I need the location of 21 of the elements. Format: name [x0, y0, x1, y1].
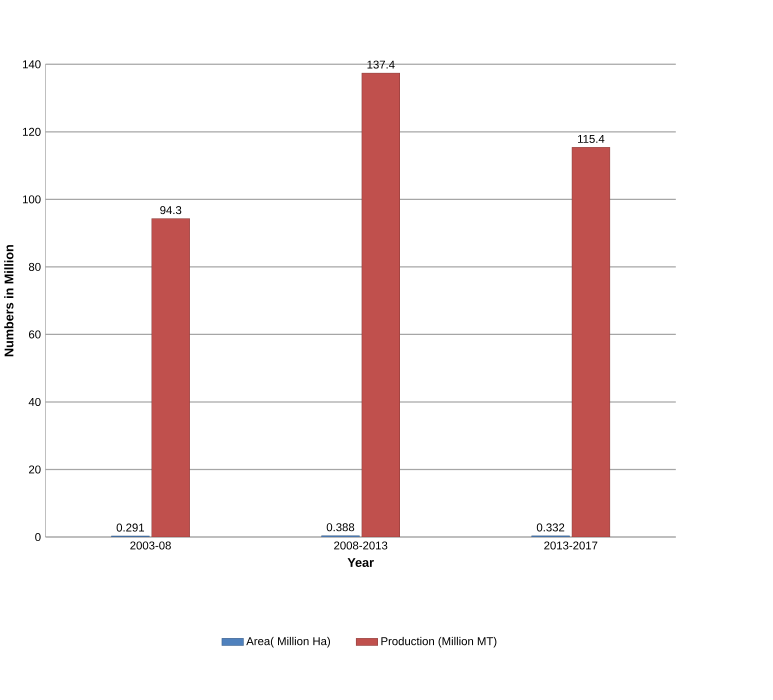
- legend-label: Area( Million Ha): [246, 637, 330, 648]
- y-tick-label: 140: [22, 60, 41, 68]
- data-label: 0.388: [326, 523, 354, 532]
- y-tick-label: 100: [22, 196, 41, 204]
- x-axis-title: Year: [348, 558, 374, 568]
- legend-label: Production (Million MT): [381, 637, 496, 648]
- x-tick-label: 2013-2017: [544, 542, 598, 550]
- y-tick-label: 60: [29, 330, 41, 339]
- data-label: 137.4: [368, 60, 395, 69]
- data-label: 0.332: [536, 524, 564, 532]
- data-label: 0.291: [116, 524, 144, 532]
- data-label: 94.3: [160, 206, 182, 214]
- y-tick-label: 20: [29, 466, 41, 474]
- x-tick-label: 2003-08: [130, 542, 171, 550]
- y-tick-label: 0: [35, 533, 41, 542]
- data-label: 115.4: [578, 135, 604, 144]
- y-tick-label: 80: [28, 263, 41, 272]
- y-tick-label: 40: [28, 398, 41, 406]
- y-tick-label: 120: [22, 128, 41, 136]
- x-tick-label: 2008-2013: [334, 542, 388, 550]
- y-axis-title: Numbers in Million: [4, 245, 14, 356]
